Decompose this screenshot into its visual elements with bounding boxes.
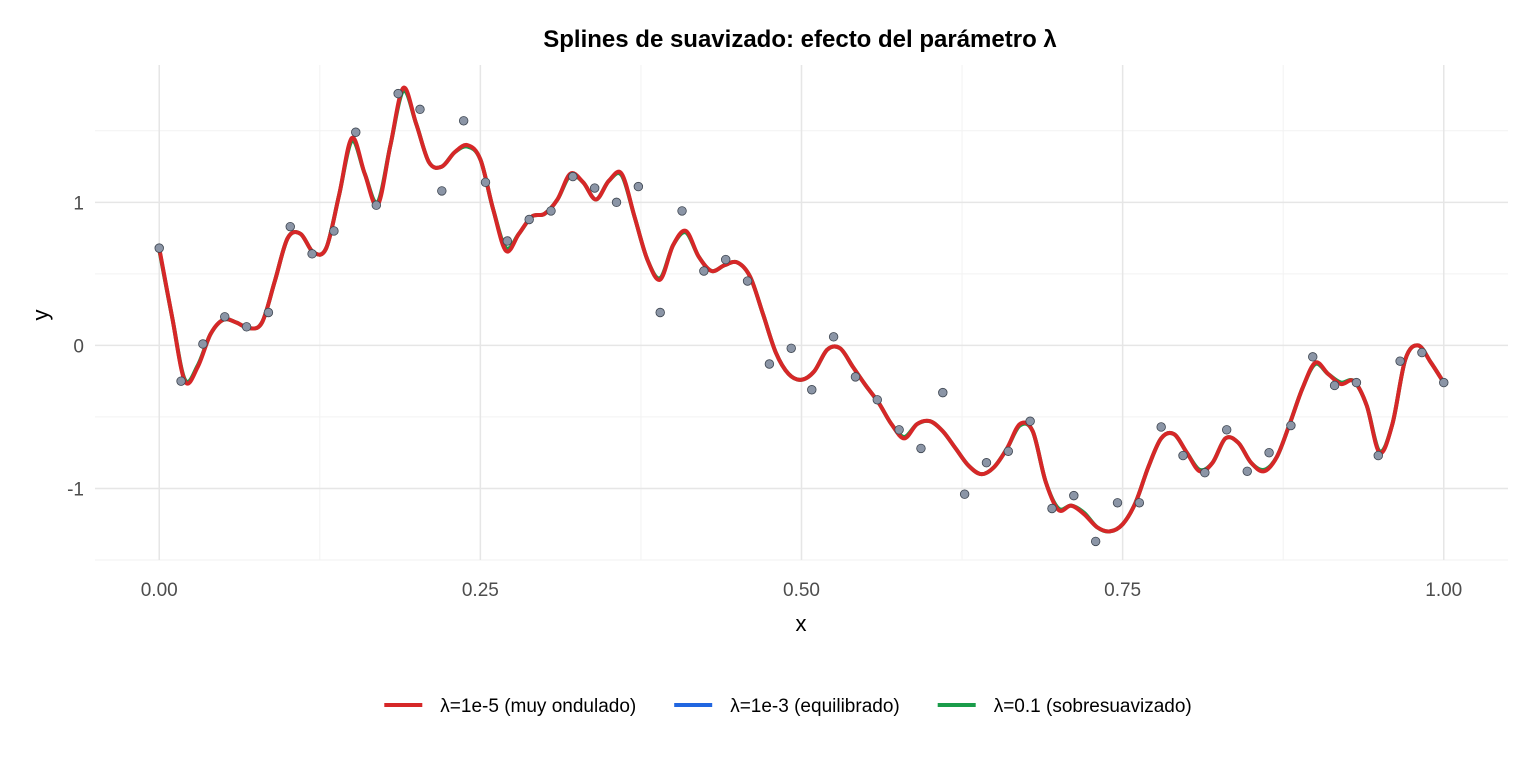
data-point [263, 307, 274, 318]
data-point [807, 385, 817, 395]
data-point [872, 395, 882, 405]
data-point [916, 443, 926, 454]
data-point [938, 387, 948, 398]
legend: λ=1e-5 (muy ondulado) λ=1e-3 (equilibrado… [384, 696, 1192, 717]
data-point [154, 243, 164, 253]
chart-title: Splines de suavizado: efecto del parámet… [543, 26, 1057, 53]
data-point [1156, 422, 1166, 432]
y-tick-label: -1 [67, 479, 84, 500]
data-point [699, 266, 709, 276]
data-point [1221, 425, 1232, 435]
data-point [1373, 450, 1383, 461]
data-point [764, 359, 775, 369]
data-point [1178, 450, 1188, 461]
data-point [285, 221, 295, 232]
legend-label-1: λ=1e-5 (muy ondulado) [440, 696, 636, 717]
data-point [1264, 448, 1274, 458]
data-point [568, 171, 578, 182]
legend-item-3: λ=0.1 (sobresuavizado) [937, 696, 1192, 717]
x-axis-label: x [796, 611, 807, 636]
data-point [677, 206, 687, 216]
data-point [786, 343, 796, 353]
grid [95, 65, 1508, 561]
data-point [198, 339, 208, 349]
data-point [1329, 380, 1340, 391]
series-line-1 [157, 85, 1446, 534]
legend-item-1: λ=1e-5 (muy ondulado) [384, 696, 636, 717]
spline-lines [157, 85, 1446, 534]
data-point [1047, 503, 1057, 514]
data-point [1351, 377, 1362, 388]
data-point [502, 236, 513, 246]
data-point [307, 249, 317, 259]
data-point [721, 254, 731, 265]
y-tick-labels: -1 0 1 [67, 193, 84, 500]
data-point [437, 186, 447, 196]
data-point [1112, 498, 1123, 508]
data-point [371, 200, 382, 210]
data-point [742, 276, 753, 286]
data-point [329, 226, 339, 236]
data-points [154, 88, 1449, 547]
data-point [241, 322, 252, 332]
data-point [1003, 446, 1014, 456]
x-tick-labels: 0.00 0.25 0.50 0.75 1.00 [141, 580, 1463, 601]
data-point [524, 214, 534, 225]
y-axis-label: y [28, 310, 53, 321]
data-point [393, 88, 403, 99]
data-point [655, 307, 665, 318]
x-tick-label: 0.75 [1104, 580, 1141, 601]
data-point [458, 116, 469, 126]
data-point [981, 458, 992, 468]
data-point [611, 197, 622, 208]
data-point [1286, 420, 1296, 431]
data-point [1395, 356, 1405, 366]
x-tick-label: 0.25 [462, 580, 499, 601]
data-point [959, 489, 970, 499]
data-point [589, 183, 600, 193]
data-point [1069, 490, 1079, 501]
data-point [480, 177, 491, 188]
data-point [1090, 536, 1101, 547]
data-point [1242, 466, 1252, 477]
data-point [351, 127, 361, 137]
data-point [1308, 352, 1318, 362]
data-point [1439, 377, 1449, 388]
data-point [1025, 416, 1035, 426]
data-point [1417, 347, 1427, 358]
y-tick-label: 1 [73, 193, 84, 214]
data-point [1134, 498, 1145, 508]
data-point [828, 332, 839, 342]
x-tick-label: 0.50 [783, 580, 820, 601]
legend-item-2: λ=1e-3 (equilibrado) [674, 696, 900, 717]
x-tick-label: 1.00 [1425, 580, 1462, 601]
data-point [176, 376, 186, 386]
legend-label-3: λ=0.1 (sobresuavizado) [994, 696, 1192, 717]
data-point [415, 104, 425, 115]
data-point [1200, 468, 1210, 478]
data-point [894, 425, 904, 435]
data-point [220, 312, 230, 322]
data-point [633, 181, 644, 192]
legend-label-2: λ=1e-3 (equilibrado) [730, 696, 900, 717]
x-tick-label: 0.00 [141, 580, 178, 601]
data-point [546, 206, 556, 216]
data-point [850, 372, 861, 382]
y-tick-label: 0 [73, 336, 84, 357]
